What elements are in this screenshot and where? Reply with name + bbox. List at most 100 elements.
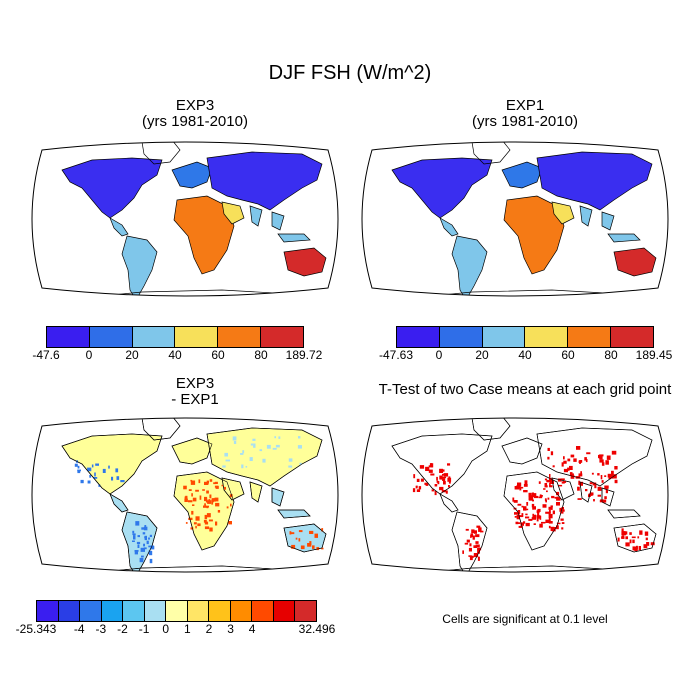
grid-cell [299, 462, 302, 465]
grid-cell [518, 522, 521, 524]
grid-cell [545, 511, 550, 514]
continent-seAsia [271, 211, 285, 231]
grid-cell [204, 496, 208, 502]
colorbar-swatch [47, 327, 90, 347]
grid-cell [607, 473, 612, 478]
grid-cell [245, 466, 248, 468]
grid-cell [209, 479, 213, 482]
grid-cell [577, 486, 580, 491]
grid-cell [442, 476, 447, 479]
grid-cell [141, 555, 144, 558]
grid-cell [532, 506, 534, 510]
grid-cell [230, 503, 232, 507]
grid-cell [148, 537, 150, 540]
grid-cell [604, 496, 607, 500]
coastline-australia [283, 523, 327, 553]
grid-cell [74, 463, 78, 467]
grid-cell [274, 436, 276, 439]
grid-cell [204, 521, 209, 525]
grid-cell [477, 549, 480, 554]
grid-cell [531, 492, 534, 496]
panel-title-line2: - EXP1 [171, 391, 219, 408]
grid-cell [472, 535, 475, 540]
grid-cell [204, 505, 209, 508]
grid-cell [549, 474, 551, 479]
grid-cell [249, 457, 253, 461]
grid-cell [559, 507, 562, 512]
grid-cell [547, 447, 550, 451]
grid-cell [594, 484, 597, 489]
map-diff [22, 406, 348, 584]
colorbar-swatch [37, 601, 59, 621]
grid-cell [525, 522, 530, 527]
colorbar-tick-label: 3 [227, 622, 234, 636]
colorbar-tick-label: 2 [205, 622, 213, 636]
grid-cell [419, 465, 425, 469]
grid-cell [534, 495, 539, 499]
grid-cell [646, 542, 650, 546]
grid-cell [95, 463, 99, 466]
grid-cell [151, 545, 154, 548]
grid-cell [77, 469, 81, 472]
grid-cell [134, 550, 138, 555]
grid-cell [529, 495, 534, 500]
grid-cell [442, 478, 446, 481]
coastline-northAmerica [61, 433, 163, 495]
grid-cell [469, 543, 472, 547]
grid-cell [517, 482, 522, 487]
grid-cell [578, 480, 580, 485]
colorbar-tick-label: 0 [435, 348, 443, 362]
grid-cell [643, 545, 647, 548]
colorbar-exp3 [46, 326, 304, 348]
colorbar-swatch [397, 327, 440, 347]
grid-cell [462, 550, 464, 554]
colorbar-tick-label: -2 [117, 622, 128, 636]
grid-cell [513, 500, 518, 503]
grid-cell [94, 472, 96, 477]
grid-cell [561, 527, 564, 530]
grid-cell [120, 480, 125, 483]
grid-cell [208, 519, 213, 522]
colorbar-tick-label: -1 [138, 622, 150, 636]
grid-cell [528, 492, 532, 498]
grid-cell [521, 505, 524, 508]
grid-cell [561, 509, 565, 512]
grid-cell [543, 488, 546, 490]
grid-cell [424, 482, 428, 485]
grid-cell [547, 456, 550, 460]
grid-cell [599, 500, 604, 503]
grid-cell [214, 485, 219, 488]
grid-cell [645, 537, 648, 541]
map-outline [361, 417, 669, 573]
grid-cell [132, 533, 136, 536]
coastline-europe [501, 437, 543, 465]
continent-northAmerica [391, 157, 493, 219]
grid-cell [447, 463, 451, 466]
grid-cell [592, 482, 597, 486]
grid-cell [536, 510, 540, 513]
colorbar-tick-label: -3 [95, 622, 107, 636]
grid-cell [580, 471, 582, 475]
continent-africa [503, 195, 565, 275]
grid-cell [597, 494, 601, 497]
grid-cell [542, 504, 547, 508]
grid-cell [549, 478, 553, 482]
grid-cell [556, 502, 560, 506]
grid-cell [436, 476, 438, 481]
grid-cell [650, 542, 655, 546]
grid-cell [206, 490, 209, 494]
grid-cell [415, 485, 418, 489]
grid-cell [576, 446, 581, 450]
colorbar-tick-label: 4 [248, 622, 256, 636]
grid-cell [614, 466, 618, 470]
colorbar-swatch [132, 327, 176, 347]
grid-cell [593, 499, 595, 502]
continent-greenland [471, 418, 511, 441]
panel-title-diff: EXP3 - EXP1 [45, 376, 345, 408]
grid-cell [412, 488, 416, 493]
coastline-northAmerica [391, 433, 493, 495]
grid-cell [428, 465, 433, 468]
colorbar-tick-label: 0 [162, 622, 170, 636]
colorbar-exp1 [396, 326, 654, 348]
grid-cell [425, 484, 429, 486]
